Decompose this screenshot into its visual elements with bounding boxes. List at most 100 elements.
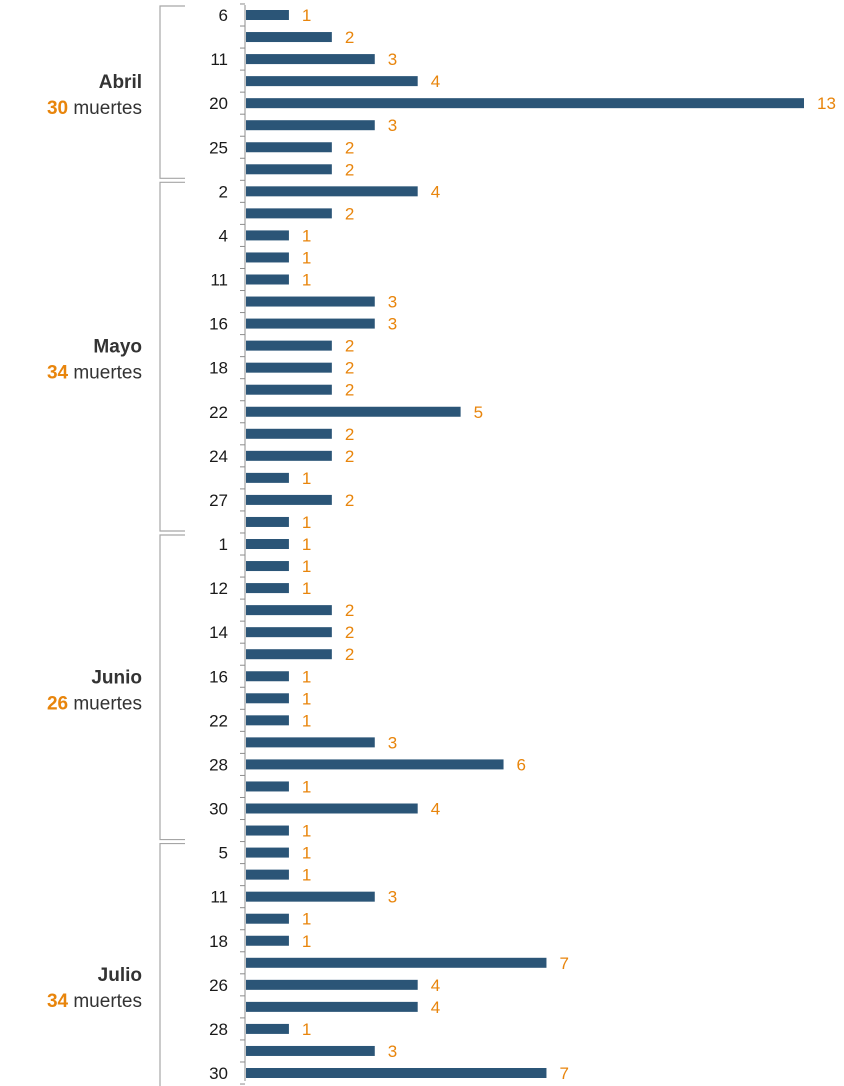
y-tick-label: 22 xyxy=(209,711,228,730)
bar xyxy=(246,54,375,65)
bar xyxy=(246,891,375,902)
value-label: 1 xyxy=(302,667,311,686)
y-tick-label: 14 xyxy=(209,623,228,642)
bar xyxy=(246,450,332,461)
bar xyxy=(246,98,804,109)
bar xyxy=(246,979,418,990)
value-label: 13 xyxy=(817,94,836,113)
value-label: 5 xyxy=(474,403,483,422)
y-tick-label: 6 xyxy=(219,6,228,25)
value-label: 2 xyxy=(345,359,354,378)
bar xyxy=(246,76,418,87)
value-label: 1 xyxy=(302,689,311,708)
value-label: 4 xyxy=(431,976,440,995)
y-tick-label: 5 xyxy=(219,844,228,863)
value-label: 2 xyxy=(345,447,354,466)
value-label: 3 xyxy=(388,50,397,69)
value-label: 3 xyxy=(388,293,397,312)
value-label: 1 xyxy=(302,248,311,267)
value-label: 4 xyxy=(431,998,440,1017)
y-tick-label: 24 xyxy=(209,447,228,466)
month-name: Mayo xyxy=(93,337,142,358)
bar xyxy=(246,516,289,527)
y-tick-labels: 6112025241116182224271121416222830511182… xyxy=(209,6,228,1083)
value-label: 1 xyxy=(302,777,311,796)
y-tick-label: 16 xyxy=(209,667,228,686)
value-label: 1 xyxy=(302,910,311,929)
value-label: 3 xyxy=(388,315,397,334)
y-tick-label: 11 xyxy=(210,888,228,907)
bar xyxy=(246,957,547,968)
y-tick-label: 30 xyxy=(209,800,228,819)
y-tick-label: 28 xyxy=(209,1020,228,1039)
value-label: 1 xyxy=(302,1020,311,1039)
value-label: 3 xyxy=(388,1042,397,1061)
bar xyxy=(246,539,289,549)
value-label: 6 xyxy=(517,755,526,774)
month-unit: muertes xyxy=(68,693,142,714)
bar xyxy=(246,296,375,307)
y-axis xyxy=(240,3,246,1085)
month-name: Julio xyxy=(98,965,142,986)
bar xyxy=(246,737,375,748)
y-tick-label: 28 xyxy=(209,755,228,774)
month-death-count: 26 xyxy=(47,693,68,714)
value-label: 2 xyxy=(345,28,354,47)
bar xyxy=(246,1045,375,1056)
bar xyxy=(246,164,332,175)
y-tick-label: 30 xyxy=(209,1064,228,1083)
value-label: 1 xyxy=(302,535,311,554)
month-unit: muertes xyxy=(68,991,142,1012)
month-unit: muertes xyxy=(68,98,142,119)
y-tick-label: 4 xyxy=(219,226,228,245)
value-label: 1 xyxy=(302,932,311,951)
bar xyxy=(246,935,289,946)
value-label: 2 xyxy=(345,381,354,400)
bar xyxy=(246,252,289,263)
month-name: Abril xyxy=(99,72,142,93)
bar xyxy=(246,561,289,572)
bar xyxy=(246,340,332,351)
value-label: 2 xyxy=(345,337,354,356)
value-label: 1 xyxy=(302,822,311,841)
bar xyxy=(246,274,289,285)
bar xyxy=(246,759,504,770)
bars xyxy=(246,10,804,1078)
month-bracket xyxy=(159,181,185,532)
value-label: 1 xyxy=(302,866,311,885)
y-tick-label: 27 xyxy=(209,491,228,510)
bar xyxy=(246,120,375,131)
value-label: 1 xyxy=(302,469,311,488)
value-label: 3 xyxy=(388,116,397,135)
bar xyxy=(246,472,289,483)
value-label: 2 xyxy=(345,623,354,642)
bar xyxy=(246,869,289,880)
month-total: 26 muertes xyxy=(47,693,142,714)
month-name: Junio xyxy=(91,667,142,688)
value-label: 2 xyxy=(345,138,354,157)
value-label: 1 xyxy=(302,513,311,532)
value-label: 4 xyxy=(431,72,440,91)
bar xyxy=(246,32,332,43)
value-label: 1 xyxy=(302,271,311,290)
value-labels: 1234133224211133222522121111222111361411… xyxy=(302,6,836,1083)
month-death-count: 30 xyxy=(47,98,68,119)
month-labels: Abril 30 muertes Mayo 34 muertes Junio 26 mue… xyxy=(47,72,142,1012)
value-label: 1 xyxy=(302,226,311,245)
bar xyxy=(246,913,289,924)
y-tick-label: 22 xyxy=(209,403,228,422)
month-total: 30 muertes xyxy=(47,98,142,119)
bar xyxy=(246,605,332,616)
bar xyxy=(246,230,289,241)
value-label: 2 xyxy=(345,491,354,510)
month-bracket xyxy=(159,534,185,841)
bar xyxy=(246,406,461,417)
bar xyxy=(246,208,332,219)
value-label: 1 xyxy=(302,6,311,25)
y-tick-label: 26 xyxy=(209,976,228,995)
bar xyxy=(246,494,332,505)
bar xyxy=(246,186,418,197)
month-total: 34 muertes xyxy=(47,363,142,384)
value-label: 7 xyxy=(559,954,568,973)
bar xyxy=(246,649,332,660)
